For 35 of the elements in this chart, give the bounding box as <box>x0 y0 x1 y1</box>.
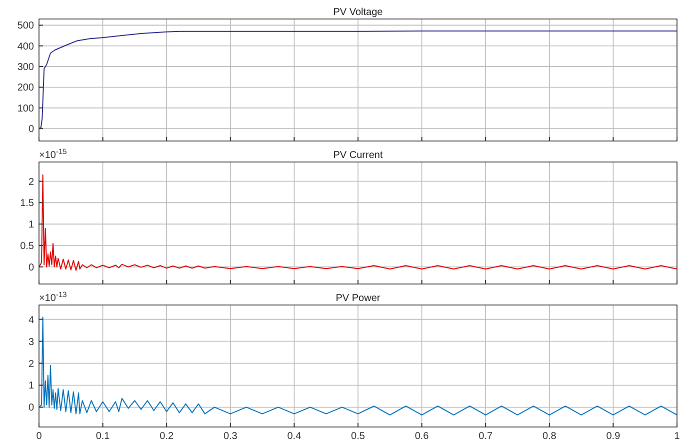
y-tick-label: 2 <box>28 176 34 188</box>
y-tick-label: 3 <box>28 336 34 348</box>
x-tick-label: 0.2 <box>160 431 174 442</box>
y-tick-label: 300 <box>17 62 34 74</box>
chart-title: PV Power <box>336 293 381 304</box>
x-tick-label: 0.5 <box>351 431 366 442</box>
y-tick-label: 1.5 <box>20 198 34 210</box>
x-tick-label: 0.7 <box>478 431 493 442</box>
text: ×10$^{-15}$ <box>39 146 67 161</box>
line-series <box>39 316 677 416</box>
chart-title: PV Voltage <box>333 7 384 18</box>
x-tick-label: 0.1 <box>96 431 110 442</box>
y-tick-label: 200 <box>17 82 34 94</box>
y-tick-label: 2 <box>28 358 34 370</box>
chart-title: PV Current <box>333 150 383 161</box>
x-tick-label: 0.4 <box>287 431 302 442</box>
x-tick-label: 1 <box>674 431 680 442</box>
x-tick-label: 0.8 <box>542 431 557 442</box>
y-tick-label: 100 <box>17 103 34 114</box>
y-tick-label: 1 <box>28 220 34 231</box>
x-tick-label: 0.6 <box>414 431 430 442</box>
y-tick-label: 1 <box>28 380 34 392</box>
y-tick-label: 4 <box>28 314 34 326</box>
y-tick-label: 0 <box>28 124 34 136</box>
y-tick-label: 0.5 <box>20 240 34 252</box>
line-series <box>39 174 677 271</box>
x-tick-label: 0.9 <box>606 431 621 442</box>
y-tick-label: 500 <box>17 20 34 32</box>
y-tick-label: 400 <box>17 41 34 52</box>
text: ×10$^{-13}$ <box>39 290 67 304</box>
y-tick-label: 0 <box>28 262 34 274</box>
line-series <box>39 30 677 130</box>
y-tick-label: 0 <box>28 402 34 414</box>
x-tick-label: 0.3 <box>223 431 238 442</box>
x-tick-label: 0 <box>36 431 42 442</box>
